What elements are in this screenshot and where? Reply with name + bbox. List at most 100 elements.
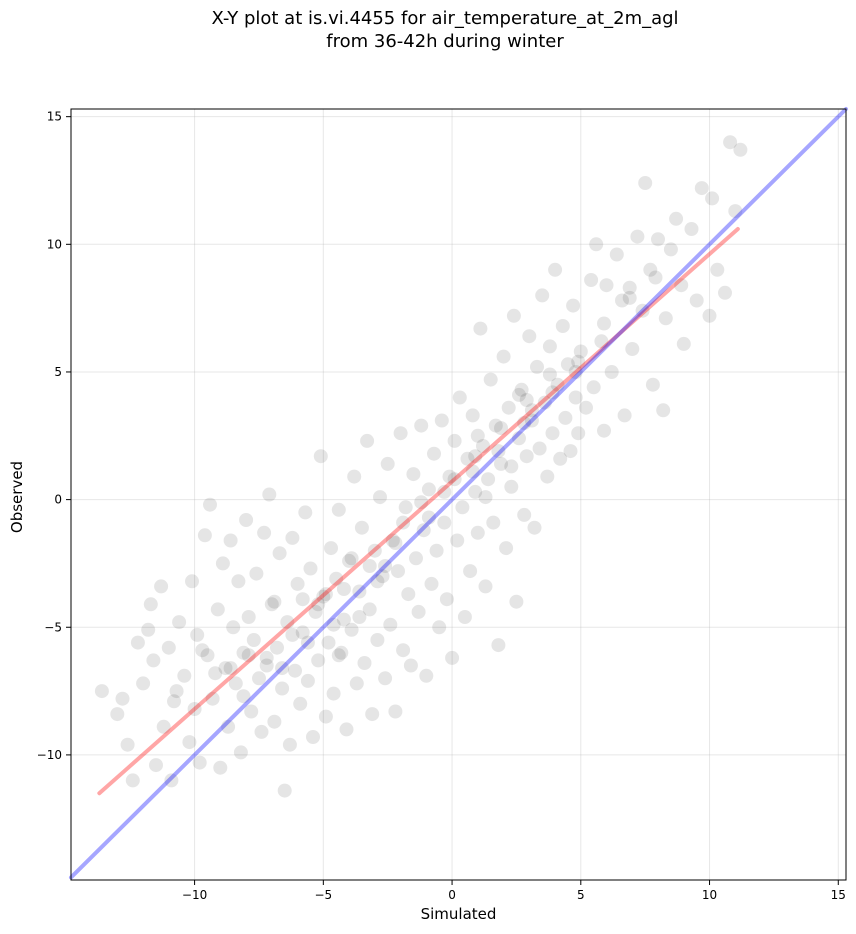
data-point: [416, 523, 431, 538]
series-line-1: [69, 107, 848, 880]
data-point: [236, 645, 251, 660]
data-point: [306, 730, 320, 744]
data-point: [246, 633, 261, 647]
data-point: [427, 446, 441, 461]
data-point: [185, 574, 199, 589]
x-tick-label: −10: [182, 888, 207, 902]
data-point: [506, 308, 521, 323]
x-tick-label: 5: [577, 888, 585, 902]
y-tick-label: 15: [47, 110, 62, 124]
data-point: [218, 661, 233, 676]
data-point: [205, 691, 220, 706]
data-point: [336, 582, 351, 596]
data-point: [311, 653, 326, 668]
data-point: [339, 722, 354, 737]
data-point: [447, 472, 462, 487]
data-point: [388, 704, 403, 719]
data-point: [321, 635, 336, 650]
data-point: [334, 645, 349, 660]
data-point: [277, 783, 292, 798]
data-point: [200, 648, 215, 663]
data-point: [571, 426, 586, 441]
data-point: [563, 444, 578, 459]
y-tick-label: 0: [54, 493, 62, 507]
data-point: [723, 135, 738, 150]
data-point: [684, 222, 699, 236]
data-point: [452, 390, 467, 405]
data-point: [437, 515, 452, 530]
data-point: [311, 597, 326, 612]
data-point: [406, 467, 421, 482]
data-point: [473, 321, 488, 336]
data-point: [285, 627, 300, 642]
data-point: [421, 482, 436, 497]
data-point: [689, 293, 704, 308]
y-tick-label: −5: [44, 620, 62, 634]
data-point: [223, 661, 238, 676]
fit-lines: [69, 107, 848, 880]
data-point: [439, 592, 454, 607]
data-point: [465, 408, 480, 423]
data-point: [110, 707, 125, 722]
data-point: [295, 625, 310, 640]
data-point: [252, 671, 266, 686]
data-point: [285, 530, 300, 545]
data-point: [571, 354, 586, 369]
data-point: [331, 648, 346, 663]
data-point: [136, 676, 151, 691]
data-point: [519, 449, 534, 464]
data-point: [267, 594, 282, 609]
data-point: [421, 510, 436, 525]
data-point: [360, 433, 375, 448]
data-point: [375, 569, 390, 584]
data-point: [437, 484, 452, 499]
data-point: [357, 656, 372, 670]
data-point: [517, 416, 532, 430]
data-point: [154, 579, 169, 594]
y-tick-label: 10: [47, 237, 62, 251]
data-point: [625, 342, 640, 356]
data-point: [491, 638, 506, 653]
data-point: [630, 229, 645, 244]
data-point: [509, 594, 524, 609]
data-point: [494, 421, 508, 436]
data-point: [488, 418, 503, 433]
data-point: [645, 377, 660, 392]
data-point: [532, 441, 547, 456]
data-point: [169, 684, 184, 699]
data-point: [648, 270, 663, 285]
data-point: [463, 564, 478, 579]
chart-title-line-1: X-Y plot at is.vi.4455 for air_temperatu…: [211, 8, 679, 29]
data-point: [622, 290, 637, 305]
data-point: [476, 439, 490, 453]
data-point: [694, 181, 709, 196]
data-point: [223, 533, 238, 548]
data-point: [496, 349, 511, 364]
data-point: [522, 329, 537, 344]
data-point: [236, 689, 251, 704]
data-point: [318, 709, 333, 724]
data-point: [393, 426, 408, 441]
data-point: [545, 426, 560, 441]
data-point: [226, 620, 241, 635]
data-point: [249, 566, 264, 581]
data-point: [447, 433, 462, 448]
y-axis-label: Observed: [8, 460, 26, 534]
data-point: [120, 737, 135, 752]
data-point: [290, 576, 305, 591]
data-point: [275, 681, 290, 696]
data-point: [718, 285, 732, 300]
data-point: [396, 515, 411, 530]
data-point: [270, 640, 284, 655]
data-point: [370, 574, 385, 589]
data-point: [483, 372, 498, 387]
data-point: [380, 456, 395, 471]
data-point: [478, 490, 493, 505]
data-point: [537, 395, 552, 410]
data-point: [419, 668, 434, 683]
data-point: [331, 502, 346, 517]
data-point: [336, 612, 351, 627]
data-point: [308, 604, 323, 619]
data-point: [434, 413, 449, 428]
plot-frame: [70, 108, 847, 881]
